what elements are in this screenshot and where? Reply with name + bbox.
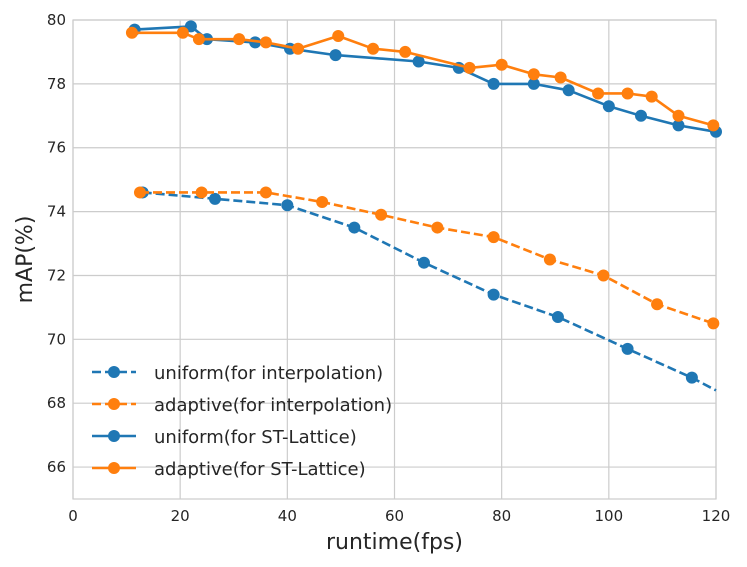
data-point	[592, 87, 605, 100]
y-tick-label: 66	[47, 458, 66, 476]
data-point	[672, 119, 685, 132]
series-2	[133, 186, 720, 330]
y-tick-labels: 66 68 70 72 74 76 78 80	[47, 11, 66, 476]
x-tick-label: 20	[171, 507, 190, 525]
y-tick-label: 70	[47, 330, 66, 348]
data-point	[184, 20, 197, 33]
y-tick-label: 72	[47, 266, 66, 284]
data-point	[685, 371, 698, 384]
x-tick-label: 100	[595, 507, 624, 525]
data-point	[487, 288, 500, 301]
series-1	[136, 186, 717, 392]
data-point	[554, 71, 567, 84]
legend-marker	[108, 462, 120, 474]
data-point	[634, 109, 647, 122]
y-tick-label: 76	[47, 139, 66, 157]
legend-label: uniform(for interpolation)	[154, 363, 383, 384]
data-point	[329, 49, 342, 62]
plot-frame	[72, 19, 717, 500]
data-point	[621, 342, 634, 355]
y-tick-label: 68	[47, 394, 66, 412]
data-point	[292, 42, 305, 55]
data-point	[645, 90, 658, 103]
data-point	[259, 186, 272, 199]
data-point	[543, 253, 556, 266]
data-point	[431, 221, 444, 234]
legend-entry: uniform(for interpolation)	[92, 363, 383, 384]
data-point	[527, 77, 540, 90]
data-point	[487, 77, 500, 90]
legend-label: adaptive(for interpolation)	[154, 395, 392, 416]
x-tick-label: 0	[68, 507, 78, 525]
data-point	[651, 298, 664, 311]
data-point	[551, 310, 564, 323]
y-tick-label: 78	[47, 75, 66, 93]
data-point	[562, 84, 575, 97]
data-point	[192, 33, 205, 46]
legend-label: adaptive(for ST-Lattice)	[154, 459, 366, 480]
series-layer	[125, 20, 722, 392]
legend-entry: adaptive(for ST-Lattice)	[92, 459, 366, 480]
legend-marker	[108, 430, 120, 442]
x-tick-label: 60	[385, 507, 404, 525]
legend-label: uniform(for ST-Lattice)	[154, 427, 357, 448]
data-point	[412, 55, 425, 68]
data-point	[707, 317, 720, 330]
y-tick-label: 80	[47, 11, 66, 29]
x-tick-label: 120	[702, 507, 731, 525]
data-point	[495, 58, 508, 71]
data-point	[375, 208, 388, 221]
legend-marker	[108, 366, 120, 378]
data-point	[233, 33, 246, 46]
legend: uniform(for interpolation) adaptive(for i…	[92, 363, 392, 480]
legend-entry: adaptive(for interpolation)	[92, 395, 392, 416]
data-point	[208, 192, 221, 205]
x-tick-label: 80	[492, 507, 511, 525]
series-line	[142, 191, 717, 392]
data-point	[332, 29, 345, 42]
data-point	[133, 186, 146, 199]
data-point	[399, 45, 412, 58]
x-tick-label: 40	[278, 507, 297, 525]
data-point	[281, 199, 294, 212]
y-axis-label: mAP(%)	[13, 216, 38, 304]
x-axis-label: runtime(fps)	[326, 530, 463, 555]
data-point	[259, 36, 272, 49]
data-point	[621, 87, 634, 100]
grid	[72, 19, 717, 499]
data-point	[487, 231, 500, 244]
data-point	[195, 186, 208, 199]
data-point	[463, 61, 476, 74]
data-point	[417, 256, 430, 269]
data-point	[125, 26, 138, 39]
legend-marker	[108, 398, 120, 410]
data-point	[602, 100, 615, 113]
x-tick-labels: 0 20 40 60 80 100 120	[68, 507, 730, 525]
data-point	[316, 196, 329, 209]
series-4	[125, 26, 720, 132]
data-point	[672, 109, 685, 122]
data-point	[527, 68, 540, 81]
data-point	[707, 119, 720, 132]
data-point	[597, 269, 610, 282]
legend-entry: uniform(for ST-Lattice)	[92, 427, 357, 448]
data-point	[176, 26, 189, 39]
y-tick-label: 74	[47, 203, 66, 221]
data-point	[367, 42, 380, 55]
series-line	[134, 25, 717, 134]
data-point	[348, 221, 361, 234]
